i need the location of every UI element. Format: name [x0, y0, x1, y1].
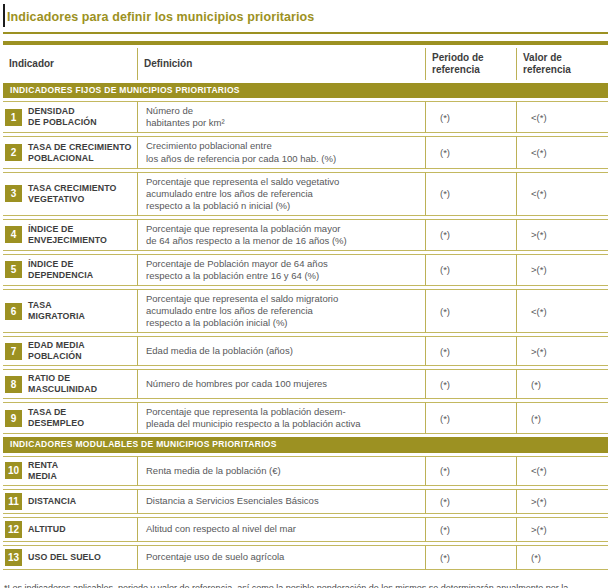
row-number-badge: 1 [5, 109, 22, 126]
table-row: 7 EDAD MEDIA POBLACIÓN Edad media de la … [3, 336, 608, 366]
indicator-label: TASA DE CRECIMIENTO POBLACIONAL [28, 142, 131, 164]
period-cell: (*) [425, 456, 516, 486]
column-header-definicion: Definición [137, 48, 425, 80]
indicator-label: TASA CRECIMIENTO VEGETATIVO [28, 183, 116, 205]
title-divider [3, 32, 608, 34]
row-number-badge: 4 [5, 226, 22, 243]
value-cell: >(*) [516, 489, 608, 514]
indicator-label: ÍNDICE DE DEPENDENCIA [28, 259, 93, 281]
value-cell: <(*) [516, 172, 608, 216]
table-row: 6 TASA MIGRATORIA Porcentaje que represe… [3, 289, 608, 333]
row-number-badge: 13 [5, 549, 22, 566]
row-number-badge: 9 [5, 410, 22, 427]
indicator-label: RENTA MEDIA [28, 460, 58, 482]
table-row: 8 RATIO DE MASCULINIDAD Número de hombre… [3, 369, 608, 399]
section-band-label: INDICADORES FIJOS DE MUNICIPIOS PRIORITA… [3, 83, 608, 98]
document-page: Indicadores para definir los municipios … [0, 0, 611, 588]
value-cell: (*) [516, 369, 608, 399]
indicator-label: RATIO DE MASCULINIDAD [28, 373, 97, 395]
section-band-label: INDICADORES MODULABLES DE MUNICIPIOS PRI… [3, 437, 608, 452]
indicator-label: ALTITUD [28, 524, 66, 535]
period-cell: (*) [425, 517, 516, 542]
table-row: 9 TASA DE DESEMPLEO Porcentaje que repre… [3, 402, 608, 434]
value-cell: (*) [516, 545, 608, 570]
table-header-row: Indicador Definición Periodo de referenc… [3, 48, 608, 80]
row-number-badge: 10 [5, 462, 22, 479]
definition-cell: Porcentaje de Población mayor de 64 años… [137, 254, 425, 286]
section-band-modulables: INDICADORES MODULABLES DE MUNICIPIOS PRI… [3, 437, 608, 452]
table-row: 2 TASA DE CRECIMIENTO POBLACIONAL Crecim… [3, 136, 608, 168]
indicator-label: TASA DE DESEMPLEO [28, 407, 84, 429]
period-cell: (*) [425, 369, 516, 399]
footnote: *Los indicadores aplicables, periodo y v… [4, 582, 608, 588]
page-title: Indicadores para definir los municipios … [7, 10, 314, 24]
value-cell: <(*) [516, 136, 608, 168]
period-cell: (*) [425, 172, 516, 216]
period-cell: (*) [425, 136, 516, 168]
value-cell: >(*) [516, 517, 608, 542]
indicator-label: DENSIDAD DE POBLACIÓN [28, 106, 97, 128]
indicator-label: ÍNDICE DE ENVEJECIMIENTO [28, 224, 107, 246]
period-cell: (*) [425, 336, 516, 366]
period-cell: (*) [425, 289, 516, 333]
value-cell: <(*) [516, 289, 608, 333]
definition-cell: Porcentaje que representa la población d… [137, 402, 425, 434]
row-number-badge: 5 [5, 261, 22, 278]
definition-cell: Porcentaje que representa la población m… [137, 219, 425, 251]
period-cell: (*) [425, 489, 516, 514]
value-cell: (*) [516, 402, 608, 434]
text-cursor-caret [3, 4, 5, 27]
indicator-label: DISTANCIA [28, 496, 76, 507]
row-number-badge: 6 [5, 303, 22, 320]
table-row: 3 TASA CRECIMIENTO VEGETATIVO Porcentaje… [3, 172, 608, 216]
title-bar: Indicadores para definir los municipios … [3, 3, 608, 30]
value-cell: >(*) [516, 336, 608, 366]
definition-cell: Edad media de la población (años) [137, 336, 425, 366]
definition-cell: Porcentaje que representa el saldo veget… [137, 172, 425, 216]
column-header-valor: Valor de referencia [516, 48, 608, 80]
column-header-periodo: Periodo de referencia [425, 48, 516, 80]
definition-cell: Distancia a Servicios Esenciales Básicos [137, 489, 425, 514]
value-cell: <(*) [516, 456, 608, 486]
period-cell: (*) [425, 545, 516, 570]
definition-cell: Número de hombres por cada 100 mujeres [137, 369, 425, 399]
definition-cell: Número de habitantes por km² [137, 101, 425, 133]
row-number-badge: 11 [5, 493, 22, 510]
period-cell: (*) [425, 402, 516, 434]
table-row: 1 DENSIDAD DE POBLACIÓN Número de habita… [3, 101, 608, 133]
row-number-badge: 8 [5, 376, 22, 393]
indicator-label: TASA MIGRATORIA [28, 300, 85, 322]
definition-cell: Porcentaje uso de suelo agrícola [137, 545, 425, 570]
table-row: 11 DISTANCIA Distancia a Servicios Esenc… [3, 489, 608, 514]
definition-cell: Renta media de la población (€) [137, 456, 425, 486]
row-number-badge: 12 [5, 521, 22, 538]
period-cell: (*) [425, 219, 516, 251]
table-row: 12 ALTITUD Altitud con respecto al nivel… [3, 517, 608, 542]
definition-cell: Crecimiento poblacional entre los años d… [137, 136, 425, 168]
table-row: 13 USO DEL SUELO Porcentaje uso de suelo… [3, 545, 608, 570]
definition-cell: Porcentaje que representa el saldo migra… [137, 289, 425, 333]
value-cell: >(*) [516, 254, 608, 286]
table-row: 10 RENTA MEDIA Renta media de la poblaci… [3, 456, 608, 486]
section-band-fijos: INDICADORES FIJOS DE MUNICIPIOS PRIORITA… [3, 83, 608, 98]
column-header-indicador: Indicador [3, 48, 137, 80]
period-cell: (*) [425, 101, 516, 133]
period-cell: (*) [425, 254, 516, 286]
row-number-badge: 2 [5, 144, 22, 161]
definition-cell: Altitud con respecto al nivel del mar [137, 517, 425, 542]
row-number-badge: 7 [5, 343, 22, 360]
table-row: 5 ÍNDICE DE DEPENDENCIA Porcentaje de Po… [3, 254, 608, 286]
table-row: 4 ÍNDICE DE ENVEJECIMIENTO Porcentaje qu… [3, 219, 608, 251]
indicators-table: Indicador Definición Periodo de referenc… [3, 41, 608, 573]
value-cell: >(*) [516, 219, 608, 251]
value-cell: <(*) [516, 101, 608, 133]
row-number-badge: 3 [5, 185, 22, 202]
indicator-label: USO DEL SUELO [28, 552, 101, 563]
indicator-label: EDAD MEDIA POBLACIÓN [28, 340, 85, 362]
